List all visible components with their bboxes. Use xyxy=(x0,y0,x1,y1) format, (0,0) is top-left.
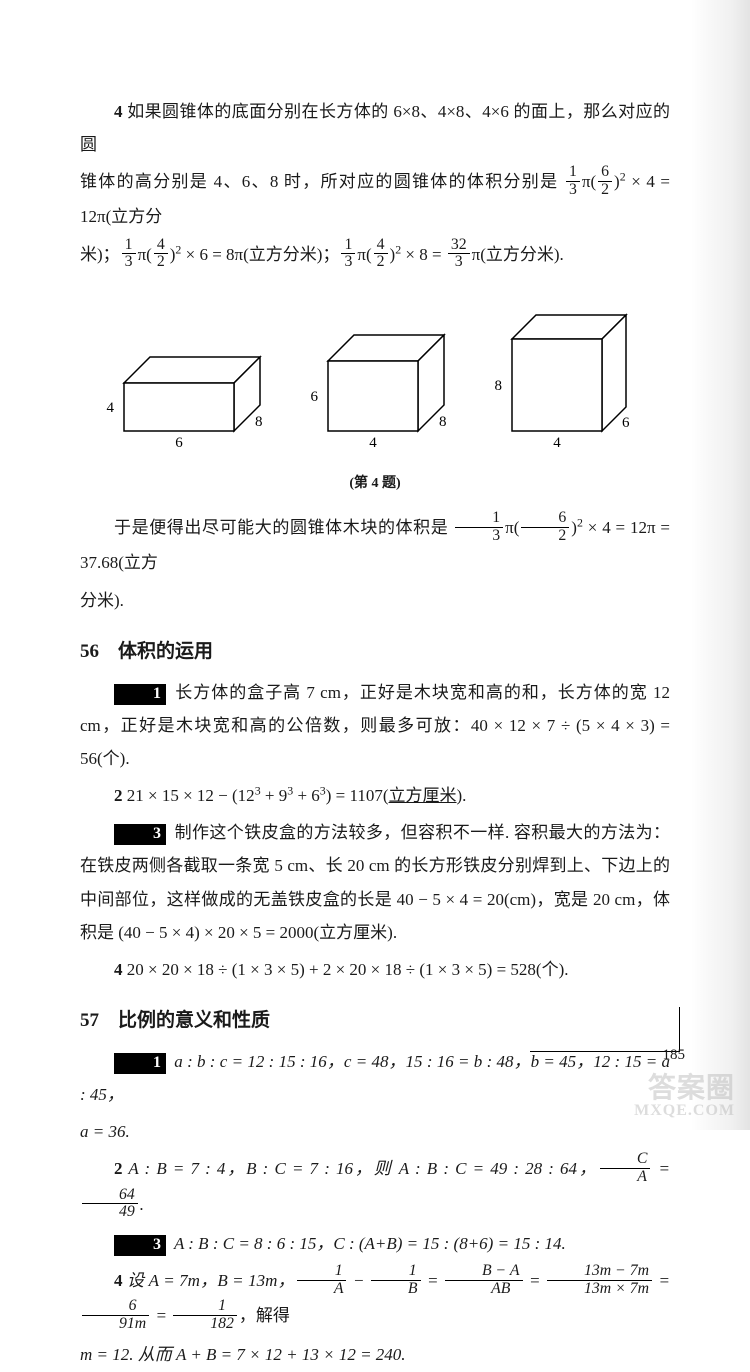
fraction: 42 xyxy=(374,237,388,271)
cuboid-figure: 4 6 8 xyxy=(100,333,284,466)
q-num-box: 3 xyxy=(114,1235,166,1256)
cuboid-figure: 8 4 6 xyxy=(488,291,650,466)
width-label: 4 xyxy=(553,435,561,451)
q-num-box: 1 xyxy=(114,684,166,705)
fraction: 62 xyxy=(598,164,612,198)
cuboid-svg: 8 4 6 xyxy=(488,291,650,455)
fraction: 13 xyxy=(455,510,503,544)
s57-q1: 1 a : b : c = 12 : 15 : 16，c = 48，15 : 1… xyxy=(80,1045,670,1111)
depth-label: 8 xyxy=(255,414,263,430)
problem-4-line3: 米)；13π(42)2 × 6 = 8π(立方分米)；13π(42)2 × 8 … xyxy=(80,238,670,273)
height-label: 4 xyxy=(107,400,115,416)
fraction: 6449 xyxy=(82,1187,138,1221)
fraction: 42 xyxy=(154,237,168,271)
figure-row: 4 6 8 6 4 8 8 4 6 xyxy=(80,291,670,466)
s57-q1-end: a = 36. xyxy=(80,1115,670,1148)
q-num: 4 xyxy=(114,960,123,979)
fraction: 13 xyxy=(341,237,355,271)
depth-label: 6 xyxy=(622,415,630,431)
q-num-box: 3 xyxy=(114,824,166,845)
fraction: 1B xyxy=(371,1263,421,1297)
depth-label: 8 xyxy=(439,414,447,430)
width-label: 6 xyxy=(175,435,183,451)
problem-4-line2: 锥体的高分别是 4、6、8 时，所对应的圆锥体的体积分别是 13π(62)2 ×… xyxy=(80,165,670,233)
problem-4-paragraph: 4 如果圆锥体的底面分别在长方体的 6×8、4×8、4×6 的面上，那么对应的圆 xyxy=(80,95,670,161)
cuboid-svg: 6 4 8 xyxy=(304,311,468,455)
cuboid-figure: 6 4 8 xyxy=(304,311,468,466)
q-num: 2 xyxy=(114,1159,123,1178)
fraction: CA xyxy=(600,1151,651,1185)
q-num: 2 xyxy=(114,786,123,805)
s57-q3: 3 A : B : C = 8 : 6 : 15，C : (A+B) = 15 … xyxy=(80,1227,670,1260)
height-label: 6 xyxy=(311,389,319,405)
fraction: B − AAB xyxy=(445,1263,523,1297)
s57-q4-line2: m = 12. 从而 A + B = 7 × 12 + 13 × 12 = 24… xyxy=(80,1338,670,1371)
q-num-box: 1 xyxy=(114,1053,166,1074)
fraction: 13 xyxy=(566,164,580,198)
fraction: 13 xyxy=(122,237,136,271)
scan-edge-shadow xyxy=(690,0,750,1130)
s57-q4: 4 设 A = 7m，B = 13m，1A − 1B = B − AAB = 1… xyxy=(80,1264,670,1334)
watermark-line1: 答案圈 xyxy=(634,1074,735,1103)
text: 如果圆锥体的底面分别在长方体的 6×8、4×8、4×6 的面上，那么对应的圆 xyxy=(80,102,670,154)
s56-q2: 2 21 × 15 × 12 − (123 + 93 + 63) = 1107(… xyxy=(80,779,670,812)
fraction: 691m xyxy=(82,1298,149,1332)
problem-4-num: 4 xyxy=(114,102,123,121)
figure-caption: (第 4 题) xyxy=(80,470,670,497)
watermark: 答案圈 MXQE.COM xyxy=(634,1074,735,1120)
problem-4-conclusion: 于是便得出尽可能大的圆锥体木块的体积是 13π(62)2 × 4 = 12π =… xyxy=(80,511,670,579)
page-number: 185 xyxy=(663,1041,686,1070)
watermark-line2: MXQE.COM xyxy=(634,1103,735,1120)
page-corner-decoration xyxy=(530,1007,680,1052)
height-label: 8 xyxy=(495,378,503,394)
section-56-title: 56 体积的运用 xyxy=(80,633,670,670)
s56-q3: 3 制作这个铁皮盒的方法较多，但容积不一样. 容积最大的方法为：在铁皮两侧各截取… xyxy=(80,816,670,949)
s57-q2: 2 A : B = 7 : 4，B : C = 7 : 16，则 A : B :… xyxy=(80,1152,670,1222)
s56-q4: 4 20 × 20 × 18 ÷ (1 × 3 × 5) + 2 × 20 × … xyxy=(80,953,670,986)
q-num: 4 xyxy=(114,1271,123,1290)
fraction: 323 xyxy=(448,237,470,271)
s56-q1: 1 长方体的盒子高 7 cm，正好是木块宽和高的和，长方体的宽 12 cm，正好… xyxy=(80,676,670,775)
problem-4-conclusion-end: 分米). xyxy=(80,584,670,617)
fraction: 1182 xyxy=(173,1298,237,1332)
cuboid-svg: 4 6 8 xyxy=(100,333,284,455)
fraction: 62 xyxy=(521,510,569,544)
text: 锥体的高分别是 4、6、8 时，所对应的圆锥体的体积分别是 xyxy=(80,172,564,191)
fraction: 1A xyxy=(297,1263,347,1297)
fraction: 13m − 7m13m × 7m xyxy=(547,1263,652,1297)
width-label: 4 xyxy=(369,435,377,451)
